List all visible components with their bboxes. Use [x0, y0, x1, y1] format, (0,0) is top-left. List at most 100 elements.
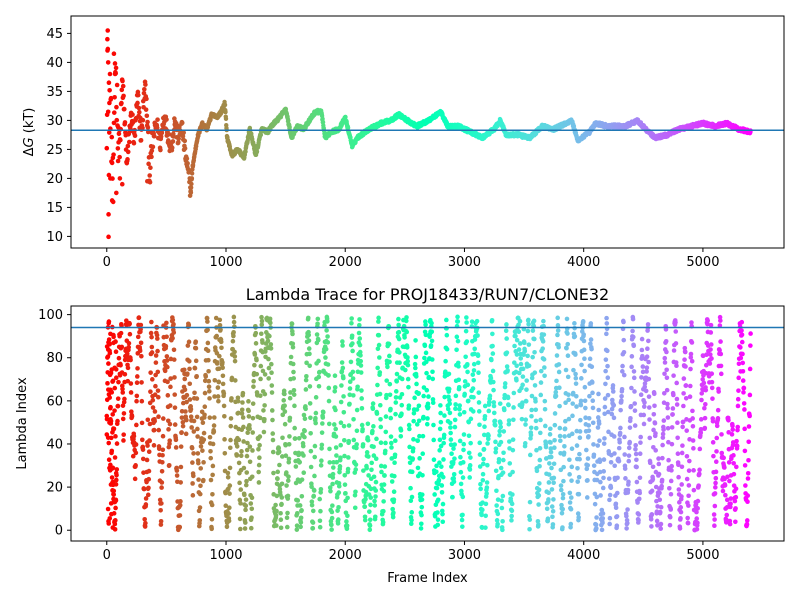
lambda-point: [312, 443, 318, 449]
x-tick-label: 4000: [567, 255, 600, 270]
lambda-point: [338, 442, 344, 448]
lambda-point: [626, 453, 632, 458]
lambda-point: [353, 489, 358, 495]
lambda-point: [342, 453, 347, 459]
lambda-point: [582, 384, 588, 390]
lambda-point: [584, 495, 590, 500]
lambda-point: [489, 317, 495, 323]
lambda-point: [628, 415, 633, 421]
lambda-point: [193, 339, 199, 344]
lambda-point: [557, 385, 562, 391]
lambda-point: [196, 460, 201, 466]
lambda-point: [145, 417, 151, 423]
lambda-point: [116, 379, 121, 385]
lambda-point: [504, 364, 510, 369]
lambda-point: [424, 421, 430, 427]
lambda-point: [273, 502, 278, 508]
lambda-point: [106, 337, 112, 342]
lambda-point: [622, 452, 628, 457]
lambda-point: [546, 490, 551, 496]
lambda-point: [666, 439, 671, 445]
lambda-point: [155, 369, 161, 375]
lambda-point: [345, 513, 350, 519]
lambda-point: [125, 378, 131, 384]
lambda-point: [532, 383, 538, 388]
lambda-point: [262, 391, 268, 397]
lambda-point: [258, 331, 264, 337]
lambda-point: [209, 502, 215, 508]
lambda-point: [166, 427, 171, 432]
delta-g-point: [320, 120, 326, 125]
lambda-point: [320, 421, 325, 426]
lambda-point: [141, 486, 147, 492]
lambda-point: [408, 485, 413, 491]
lambda-point: [357, 336, 363, 341]
lambda-point: [206, 384, 212, 390]
lambda-point: [462, 379, 468, 384]
lambda-point: [319, 442, 325, 448]
lambda-point: [662, 355, 668, 361]
lambda-point: [126, 340, 132, 346]
lambda-point: [593, 522, 599, 528]
lambda-point: [307, 351, 312, 357]
lambda-point: [392, 460, 397, 466]
lambda-point: [621, 372, 627, 378]
lambda-point: [404, 345, 410, 350]
lambda-point: [219, 345, 224, 351]
lambda-point: [114, 441, 120, 446]
lambda-point: [231, 333, 236, 339]
lambda-point: [186, 322, 192, 328]
lambda-point: [651, 391, 657, 397]
lambda-point: [134, 422, 139, 428]
lambda-point: [447, 397, 452, 403]
lambda-point: [568, 521, 574, 527]
lambda-point: [497, 401, 503, 406]
lambda-point: [498, 424, 504, 430]
lambda-point: [538, 380, 544, 385]
lambda-point: [285, 478, 291, 483]
lambda-point: [411, 418, 416, 424]
lambda-point: [608, 485, 614, 491]
lambda-point: [604, 315, 609, 321]
lambda-point: [613, 505, 619, 511]
lambda-point: [222, 450, 228, 456]
lambda-point: [257, 434, 263, 439]
lambda-point: [316, 374, 322, 380]
lambda-point: [239, 449, 244, 454]
lambda-point: [478, 486, 483, 492]
lambda-point: [555, 315, 560, 321]
delta-g-point: [106, 234, 111, 240]
lambda-point: [483, 501, 489, 507]
lambda-point: [576, 515, 581, 520]
lambda-point: [561, 478, 566, 484]
lambda-point: [566, 397, 571, 403]
lambda-point: [582, 368, 587, 374]
lambda-point: [388, 440, 394, 446]
lambda-point: [280, 412, 286, 418]
lambda-point: [366, 473, 371, 478]
lambda-point: [514, 363, 519, 369]
lambda-point: [582, 356, 587, 362]
lambda-point: [646, 376, 652, 382]
lambda-point: [642, 400, 647, 405]
lambda-point: [315, 337, 321, 343]
lambda-point: [653, 448, 659, 453]
lambda-point: [659, 477, 665, 483]
lambda-point: [483, 525, 488, 530]
delta-g-point: [147, 173, 152, 178]
lambda-point: [148, 330, 154, 336]
lambda-point: [207, 434, 213, 440]
delta-g-point: [188, 190, 194, 195]
delta-g-point: [121, 106, 127, 112]
lambda-point: [370, 406, 376, 412]
lambda-point: [311, 493, 317, 499]
lambda-point: [360, 442, 366, 447]
lambda-point: [383, 429, 389, 435]
lambda-point: [460, 524, 465, 529]
delta-g-point: [107, 71, 113, 77]
lambda-point: [520, 366, 526, 372]
lambda-point: [227, 491, 232, 496]
lambda-point: [210, 441, 216, 447]
lambda-point: [491, 379, 496, 385]
lambda-point: [205, 348, 211, 354]
